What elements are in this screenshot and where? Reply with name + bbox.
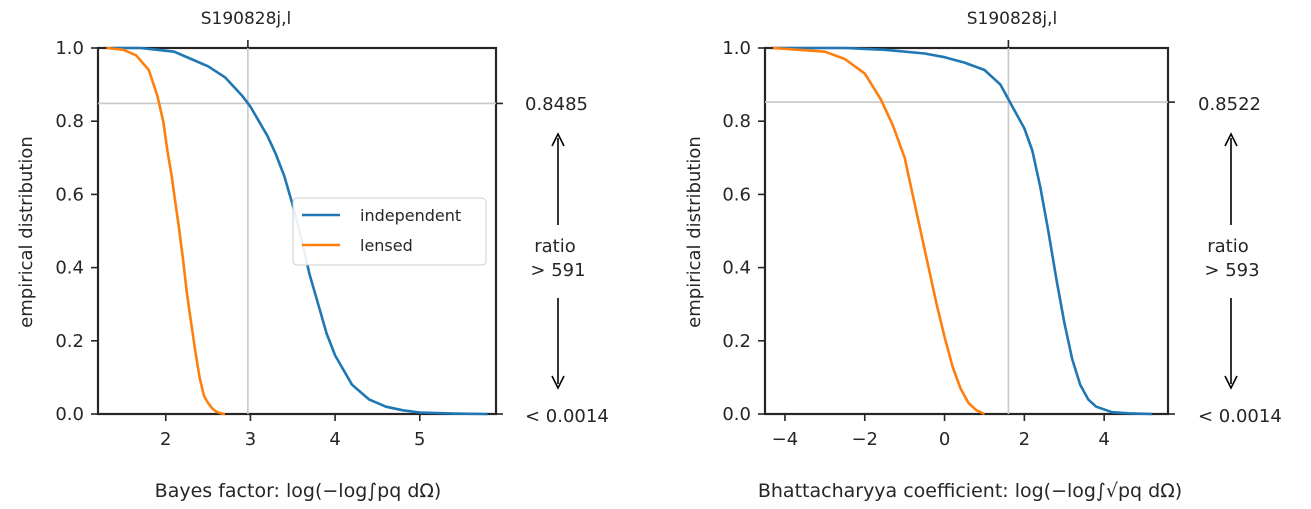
ratio-arrows xyxy=(551,132,565,390)
y-axis-label: empirical distribution xyxy=(16,136,37,328)
x-tick-label: −4 xyxy=(772,429,799,450)
y-tick-label: 0.8 xyxy=(55,111,84,132)
top-label: S190828j,l xyxy=(201,9,292,29)
axes-frame xyxy=(763,46,1170,416)
y-tick-label: 0.0 xyxy=(722,404,751,425)
legend: independent lensed xyxy=(292,197,487,266)
x-axis-label: Bhattacharyya coefficient: log(−log∫√pq … xyxy=(758,480,1182,502)
x-axis-label: Bayes factor: log(−log∫pq dΩ) xyxy=(155,480,442,502)
y-tick-label: 0.2 xyxy=(55,331,84,352)
series-line-independent xyxy=(773,46,1153,416)
legend-label-independent: independent xyxy=(360,206,461,225)
series-line-independent xyxy=(110,46,488,416)
x-tick-label: 3 xyxy=(245,429,256,450)
ratio-label: ratio xyxy=(534,236,576,257)
series-line-lensed xyxy=(106,46,226,416)
top-label: S190828j,l xyxy=(967,9,1058,29)
axes-frame xyxy=(96,46,498,416)
x-tick-label: 5 xyxy=(414,429,425,450)
y-tick-label: 0.6 xyxy=(55,184,84,205)
ratio-arrows xyxy=(1224,132,1238,390)
y-tick-label: 0.0 xyxy=(55,404,84,425)
x-tick-label: 0 xyxy=(939,429,950,450)
y-tick-label: 1.0 xyxy=(722,38,751,59)
x-tick-label: 2 xyxy=(1019,429,1030,450)
right-bottom-label: < 0.0014 xyxy=(525,406,609,427)
right-bottom-label: < 0.0014 xyxy=(1198,406,1282,427)
x-tick-label: 4 xyxy=(329,429,340,450)
y-tick-label: 0.4 xyxy=(722,258,751,279)
y-axis-label: empirical distribution xyxy=(684,136,705,328)
panel-bayes-factor: S190828j,l 2 3 4 5 0.0 0.2 0.4 0.6 0.8 1.0 empiri… xyxy=(16,9,609,502)
x-tick-label: 2 xyxy=(160,429,171,450)
legend-box xyxy=(292,197,487,266)
series-line-lensed xyxy=(772,46,986,416)
right-top-label: 0.8522 xyxy=(1198,94,1261,115)
right-top-label: 0.8485 xyxy=(525,94,588,115)
x-tick-label: −2 xyxy=(851,429,878,450)
x-tick-label: 4 xyxy=(1098,429,1109,450)
ratio-value: > 593 xyxy=(1204,260,1259,281)
y-tick-label: 0.2 xyxy=(722,331,751,352)
y-tick-label: 0.8 xyxy=(722,111,751,132)
y-tick-label: 0.4 xyxy=(55,258,84,279)
y-tick-label: 0.6 xyxy=(722,184,751,205)
panel-bhattacharyya: S190828j,l −4 −2 0 2 4 0.0 0.2 0.4 0.6 0.8 1.0 emp… xyxy=(684,9,1282,502)
ratio-value: > 591 xyxy=(530,260,585,281)
y-tick-label: 1.0 xyxy=(55,38,84,59)
ratio-label: ratio xyxy=(1207,236,1249,257)
legend-label-lensed: lensed xyxy=(360,236,413,255)
